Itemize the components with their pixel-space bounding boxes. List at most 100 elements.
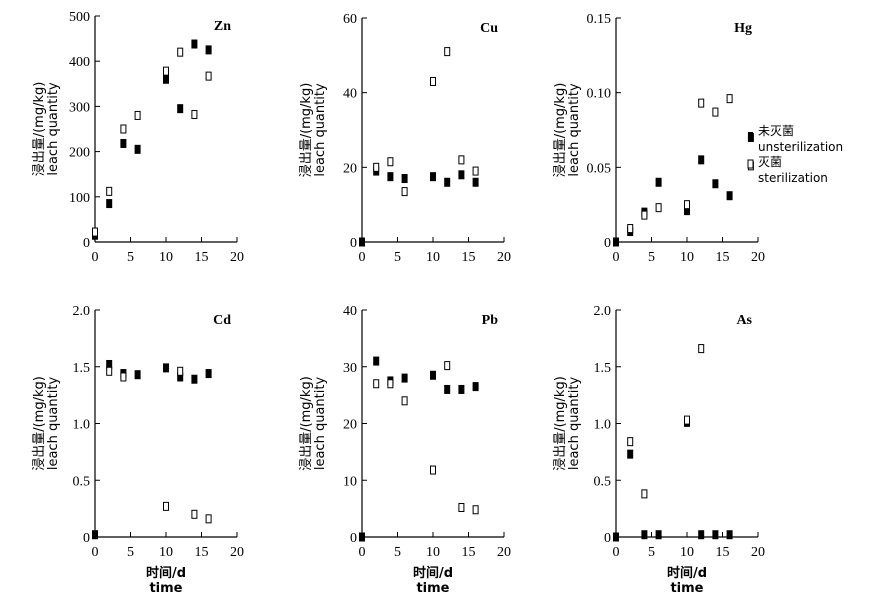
zn-ytick-label: 200	[69, 146, 90, 161]
as-point-sterilization	[641, 489, 648, 499]
as-point-sterilization	[684, 415, 690, 425]
cu-point-unsterilization	[444, 177, 451, 187]
zn-point-unsterilization	[163, 74, 169, 84]
cd-ytick-label: 1.0	[73, 418, 91, 433]
cu-panel-title: Cu	[480, 21, 498, 36]
cu-point-sterilization	[387, 157, 394, 167]
cd-point-sterilization	[205, 514, 212, 524]
pb-panel-title: Pb	[482, 313, 499, 328]
cu-ylabel-en: leach quantity	[313, 83, 328, 177]
zn-point-sterilization	[106, 186, 113, 196]
cd-point-unsterilization	[134, 370, 141, 380]
cd-ytick-label: 2.0	[73, 304, 91, 319]
as-ytick-label: 0.5	[594, 474, 612, 489]
hg-point-unsterilization	[698, 155, 705, 165]
as-panel-title: As	[736, 313, 752, 328]
as-xtick-label: 0	[613, 545, 620, 560]
as-ytick-label: 1.5	[594, 361, 612, 376]
cu-point-sterilization	[472, 166, 479, 176]
as-point-unsterilization	[698, 530, 705, 540]
cu-point-unsterilization	[359, 237, 365, 247]
pb-point-sterilization	[458, 502, 465, 512]
cu-point-unsterilization	[401, 174, 408, 184]
hg-point-sterilization	[712, 107, 719, 117]
pb-ylabel-en: leach quantity	[313, 377, 328, 471]
cu-point-sterilization	[458, 155, 465, 165]
pb-point-unsterilization	[359, 532, 365, 542]
hg-ytick-label: 0.05	[587, 161, 612, 176]
zn-point-sterilization	[134, 110, 141, 120]
panel-pb: 0 10 20 30 40 0 5 10 15 20 Pb 浸出量/(mg/kg) leach quan…	[299, 304, 511, 596]
pb-xlabel-en: time	[416, 581, 449, 596]
hg-point-sterilization	[698, 98, 705, 108]
cu-xtick-label: 0	[359, 250, 366, 265]
zn-ytick-label: 300	[69, 100, 90, 115]
pb-ylabel-cn: 浸出量/(mg/kg)	[299, 376, 314, 471]
zn-ytick-label: 0	[83, 236, 90, 251]
cd-point-unsterilization	[191, 374, 198, 384]
hg-point-sterilization	[655, 203, 662, 213]
as-xlabel-en: time	[670, 581, 703, 596]
hg-xtick-label: 15	[716, 250, 730, 265]
cd-point-sterilization	[106, 366, 113, 376]
hg-point-sterilization	[726, 94, 733, 104]
cd-ylabel-en: leach quantity	[46, 377, 61, 471]
cd-xtick-label: 0	[92, 545, 99, 560]
zn-ytick-label: 100	[69, 191, 90, 206]
cu-point-sterilization	[401, 187, 408, 197]
zn-xtick-label: 10	[159, 250, 173, 265]
hg-point-unsterilization	[655, 177, 662, 187]
legend-label-unsterilized-en: unsterilization	[758, 140, 843, 154]
pb-xtick-label: 5	[394, 545, 401, 560]
legend: 未灭菌 unsterilization 灭菌 sterilization	[747, 124, 843, 185]
hg-xtick-label: 0	[613, 250, 620, 265]
hg-ylabel-en: leach quantity	[567, 83, 582, 177]
hg-panel-title: Hg	[734, 21, 752, 36]
cd-point-sterilization	[191, 509, 198, 519]
pb-point-sterilization	[430, 465, 436, 475]
cu-ytick-label: 20	[343, 161, 357, 176]
zn-xtick-label: 20	[230, 250, 244, 265]
zn-ylabel-en: leach quantity	[46, 82, 61, 176]
pb-point-unsterilization	[458, 384, 465, 394]
cu-ytick-label: 60	[343, 12, 357, 27]
cd-ytick-label: 1.5	[73, 361, 91, 376]
cu-xtick-label: 10	[426, 250, 440, 265]
pb-point-sterilization	[472, 505, 479, 515]
as-point-unsterilization	[655, 530, 662, 540]
cd-point-sterilization	[177, 366, 184, 376]
cu-ytick-label: 40	[343, 87, 357, 102]
cu-ytick-label: 0	[350, 236, 357, 251]
zn-point-unsterilization	[177, 104, 184, 114]
cd-point-sterilization	[163, 501, 169, 511]
as-ytick-label: 2.0	[594, 304, 612, 319]
cu-point-sterilization	[444, 47, 451, 57]
zn-point-sterilization	[177, 47, 184, 57]
legend-label-unsterilized-cn: 未灭菌	[758, 124, 794, 138]
pb-ytick-label: 20	[343, 418, 357, 433]
as-point-unsterilization	[726, 530, 733, 540]
hg-ytick-label: 0.15	[587, 12, 612, 27]
pb-xlabel-cn: 时间/d	[413, 565, 453, 581]
cd-point-unsterilization	[163, 363, 169, 373]
hg-point-unsterilization	[712, 179, 719, 189]
cu-point-unsterilization	[458, 170, 465, 180]
pb-point-sterilization	[444, 361, 451, 371]
pb-ytick-label: 0	[350, 531, 357, 546]
pb-ytick-label: 40	[343, 304, 357, 319]
zn-xtick-label: 15	[195, 250, 209, 265]
as-point-unsterilization	[712, 530, 719, 540]
zn-point-unsterilization	[134, 144, 141, 154]
as-xtick-label: 15	[716, 545, 730, 560]
cd-ylabel-cn: 浸出量/(mg/kg)	[32, 376, 47, 471]
hg-point-unsterilization	[726, 191, 733, 201]
cd-xtick-label: 20	[230, 545, 244, 560]
pb-point-unsterilization	[373, 356, 380, 366]
zn-ytick-label: 400	[69, 55, 90, 70]
cu-point-sterilization	[373, 162, 380, 172]
as-ylabel-cn: 浸出量/(mg/kg)	[553, 376, 568, 471]
cd-xtick-label: 15	[195, 545, 209, 560]
zn-point-unsterilization	[191, 39, 198, 49]
as-xtick-label: 10	[680, 545, 694, 560]
